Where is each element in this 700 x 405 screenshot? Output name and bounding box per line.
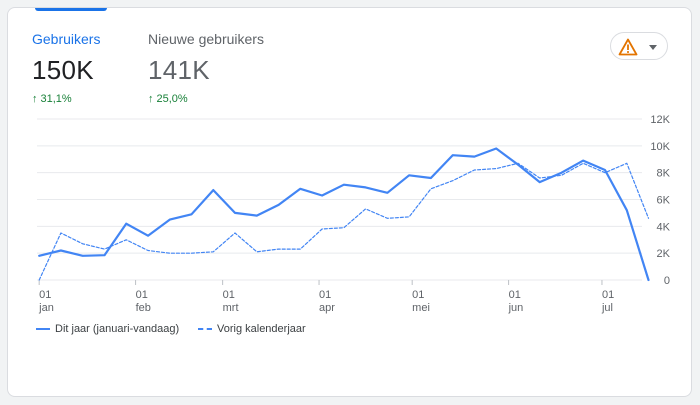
chevron-down-icon	[649, 45, 657, 50]
series-line-this-year	[38, 147, 650, 282]
active-tab-indicator	[35, 8, 107, 11]
legend-item-this-year[interactable]: Dit jaar (januari-vandaag)	[36, 323, 179, 335]
x-tick-day: 01	[319, 289, 331, 301]
warning-dropdown-button[interactable]	[610, 32, 668, 60]
y-tick-label: 2K	[657, 248, 671, 260]
x-tick-month: jun	[508, 302, 524, 314]
x-tick-day: 01	[412, 289, 424, 301]
arrow-up-icon: ↑	[148, 93, 154, 105]
x-tick-day: 01	[39, 289, 51, 301]
legend-item-last-year[interactable]: Vorig kalenderjaar	[198, 323, 306, 335]
series-line-last-year	[38, 162, 650, 281]
x-tick-day: 01	[509, 289, 521, 301]
x-tick-month: mei	[412, 302, 430, 314]
y-tick-label: 12K	[650, 114, 670, 126]
y-tick-label: 6K	[657, 195, 671, 207]
y-tick-label: 0	[664, 275, 670, 287]
x-tick-day: 01	[223, 289, 235, 301]
metric-tab-new-users[interactable]: Nieuwe gebruikers 141K ↑ 25,0%	[148, 30, 264, 106]
users-line-chart: 12K10K8K6K4K2K001jan01feb01mrt01apr01mei…	[37, 114, 671, 314]
metric-change: ↑ 31,1%	[32, 92, 100, 106]
metric-change-value: 25,0%	[156, 93, 188, 105]
x-tick-month: apr	[319, 302, 335, 314]
y-tick-label: 4K	[657, 221, 671, 233]
x-tick-month: mrt	[223, 302, 239, 314]
legend-solid-line-icon	[36, 328, 50, 331]
metric-label: Gebruikers	[32, 31, 101, 47]
arrow-up-icon: ↑	[32, 93, 38, 105]
metric-change-value: 31,1%	[40, 93, 72, 105]
y-tick-label: 8K	[657, 168, 671, 180]
metric-value: 141K	[148, 55, 210, 85]
metric-label: Nieuwe gebruikers	[148, 31, 264, 47]
metric-tab-users[interactable]: Gebruikers 150K ↑ 31,1%	[32, 30, 100, 106]
metric-change: ↑ 25,0%	[148, 92, 264, 106]
metric-value: 150K	[32, 55, 94, 85]
x-tick-month: feb	[136, 302, 151, 314]
x-tick-day: 01	[136, 289, 148, 301]
x-tick-day: 01	[602, 289, 614, 301]
y-tick-label: 10K	[650, 141, 670, 153]
legend-label: Dit jaar (januari-vandaag)	[55, 323, 180, 335]
x-tick-month: jan	[38, 302, 54, 314]
legend-label: Vorig kalenderjaar	[217, 323, 306, 335]
x-tick-month: jul	[601, 302, 613, 314]
legend-dashed-line-icon	[198, 328, 212, 331]
warning-triangle-icon	[618, 38, 638, 56]
users-overview-card: Gebruikers 150K ↑ 31,1% Nieuwe gebruikers…	[7, 7, 692, 397]
